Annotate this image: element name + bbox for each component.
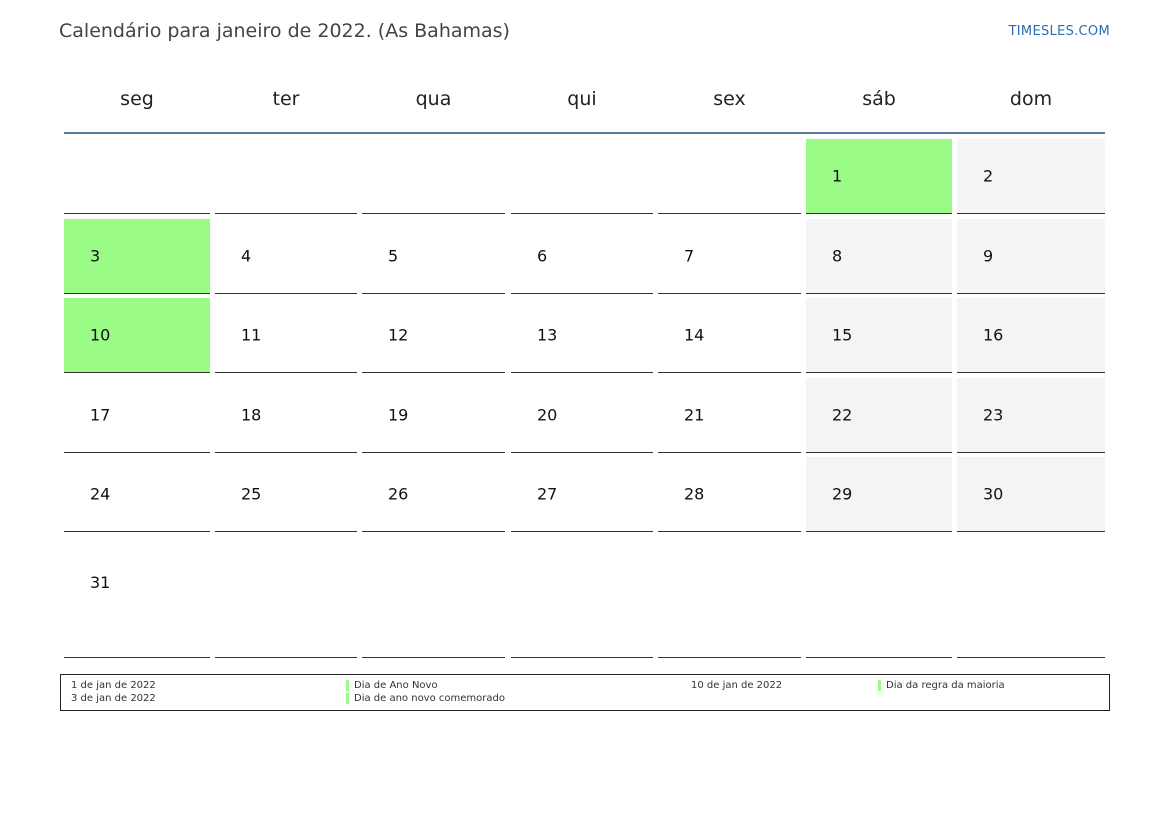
day-cell: 15 [806,298,952,373]
day-cell: 4 [215,219,357,294]
weekday-header: seg ter qua qui sex sáb dom [64,80,1105,134]
holiday-legend: 1 de jan de 2022 3 de jan de 2022 Dia de… [60,674,1110,711]
day-number: 5 [388,246,399,266]
day-cell: 21 [658,378,801,453]
weekday-sun: dom [1009,88,1053,110]
day-cell: 31 [64,537,210,658]
day-cell: 12 [362,298,505,373]
day-cell [806,537,952,658]
day-number: 15 [832,325,853,345]
day-number: 25 [241,484,262,504]
day-cell: 28 [658,457,801,532]
day-number: 21 [684,405,705,425]
day-number: 1 [832,166,843,186]
holiday-color-marker [878,680,881,691]
day-number: 27 [537,484,558,504]
day-cell: 22 [806,378,952,453]
day-number: 19 [388,405,409,425]
weekday-fri: sex [713,88,746,110]
day-cell [511,537,653,658]
day-cell: 1 [806,139,952,214]
day-number: 30 [983,484,1004,504]
day-cell: 8 [806,219,952,294]
day-number: 14 [684,325,705,345]
legend-date-2: 3 de jan de 2022 [71,693,156,704]
day-number: 23 [983,405,1004,425]
day-number: 2 [983,166,994,186]
day-cell [511,139,653,214]
brand-link[interactable]: TIMESLES.COM [1008,24,1110,39]
day-number: 29 [832,484,853,504]
weekday-mon: seg [120,88,154,110]
day-number: 7 [684,246,695,266]
weekday-wed: qua [415,88,452,110]
day-number: 28 [684,484,705,504]
day-cell [215,537,357,658]
legend-date-1: 1 de jan de 2022 [71,680,156,691]
day-cell: 9 [957,219,1105,294]
day-number: 10 [90,325,111,345]
day-cell: 7 [658,219,801,294]
day-cell: 11 [215,298,357,373]
day-cell: 24 [64,457,210,532]
day-number: 3 [90,246,101,266]
day-cell: 26 [362,457,505,532]
day-cell: 30 [957,457,1105,532]
day-cell: 2 [957,139,1105,214]
weekday-sat: sáb [862,88,896,110]
day-number: 17 [90,405,111,425]
day-cell: 16 [957,298,1105,373]
day-cell [957,537,1105,658]
legend-holiday-name: Dia de ano novo comemorado [354,693,505,704]
day-number: 24 [90,484,111,504]
day-number: 18 [241,405,262,425]
legend-holiday-2: Dia de ano novo comemorado [346,693,505,705]
day-cell: 3 [64,219,210,294]
day-number: 9 [983,246,994,266]
day-number: 4 [241,246,252,266]
weekday-thu: qui [567,88,597,110]
day-cell: 17 [64,378,210,453]
weekday-tue: ter [272,88,300,110]
day-number: 11 [241,325,262,345]
day-cell: 20 [511,378,653,453]
holiday-color-marker [346,693,349,704]
day-number: 16 [983,325,1004,345]
legend-holiday-name: Dia da regra da maioria [886,680,1005,691]
day-number: 6 [537,246,548,266]
legend-holiday-name: Dia de Ano Novo [354,680,438,691]
day-cell: 13 [511,298,653,373]
page-title: Calendário para janeiro de 2022. (As Bah… [59,20,510,42]
legend-holiday-3: Dia da regra da maioria [878,680,1005,692]
day-cell [658,139,801,214]
day-cell [362,537,505,658]
day-cell [64,139,210,214]
day-number: 12 [388,325,409,345]
day-cell: 10 [64,298,210,373]
day-cell: 18 [215,378,357,453]
day-number: 22 [832,405,853,425]
legend-date-3: 10 de jan de 2022 [691,680,783,691]
day-cell: 25 [215,457,357,532]
day-number: 31 [90,573,111,592]
day-number: 26 [388,484,409,504]
day-number: 20 [537,405,558,425]
day-cell: 6 [511,219,653,294]
legend-holiday-1: Dia de Ano Novo [346,680,438,692]
day-number: 8 [832,246,843,266]
holiday-color-marker [346,680,349,691]
day-cell: 27 [511,457,653,532]
day-number: 13 [537,325,558,345]
day-cell: 19 [362,378,505,453]
day-cell: 14 [658,298,801,373]
day-cell [215,139,357,214]
day-cell [362,139,505,214]
day-cell [658,537,801,658]
day-cell: 29 [806,457,952,532]
day-cell: 23 [957,378,1105,453]
day-cell: 5 [362,219,505,294]
